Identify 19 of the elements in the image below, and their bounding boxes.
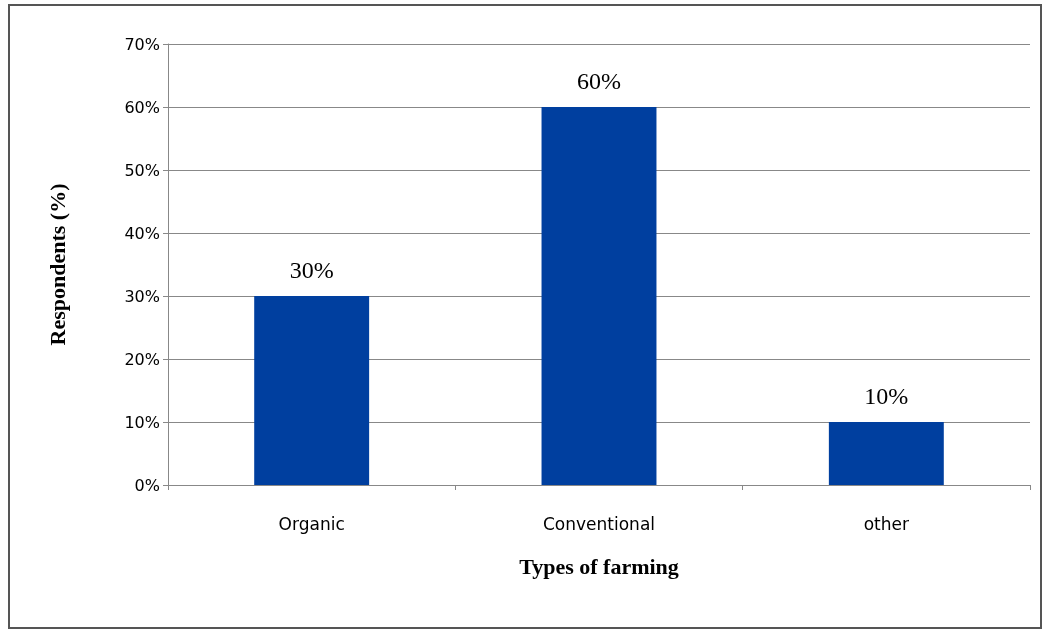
y-tick-label: 0%	[134, 475, 160, 495]
bar	[254, 296, 370, 485]
data-label: 60%	[577, 68, 621, 94]
y-tick-label: 10%	[124, 412, 160, 432]
data-label: 10%	[864, 383, 909, 409]
x-axis-title: Types of farming	[519, 553, 679, 579]
y-tick-label: 70%	[124, 34, 160, 54]
y-tick-label: 40%	[124, 223, 160, 243]
x-tick-label: other	[863, 513, 909, 534]
bar	[541, 107, 657, 485]
x-tick-label: Conventional	[542, 513, 656, 534]
y-tick-label: 60%	[124, 97, 160, 117]
y-tick-label: 30%	[124, 286, 160, 306]
bar	[828, 422, 944, 485]
x-tick-label: Organic	[278, 513, 345, 534]
y-tick-label: 20%	[124, 349, 160, 369]
y-tick-label: 50%	[124, 160, 160, 180]
y-axis-title: Respondents (%)	[44, 183, 70, 346]
data-label: 30%	[289, 257, 334, 283]
